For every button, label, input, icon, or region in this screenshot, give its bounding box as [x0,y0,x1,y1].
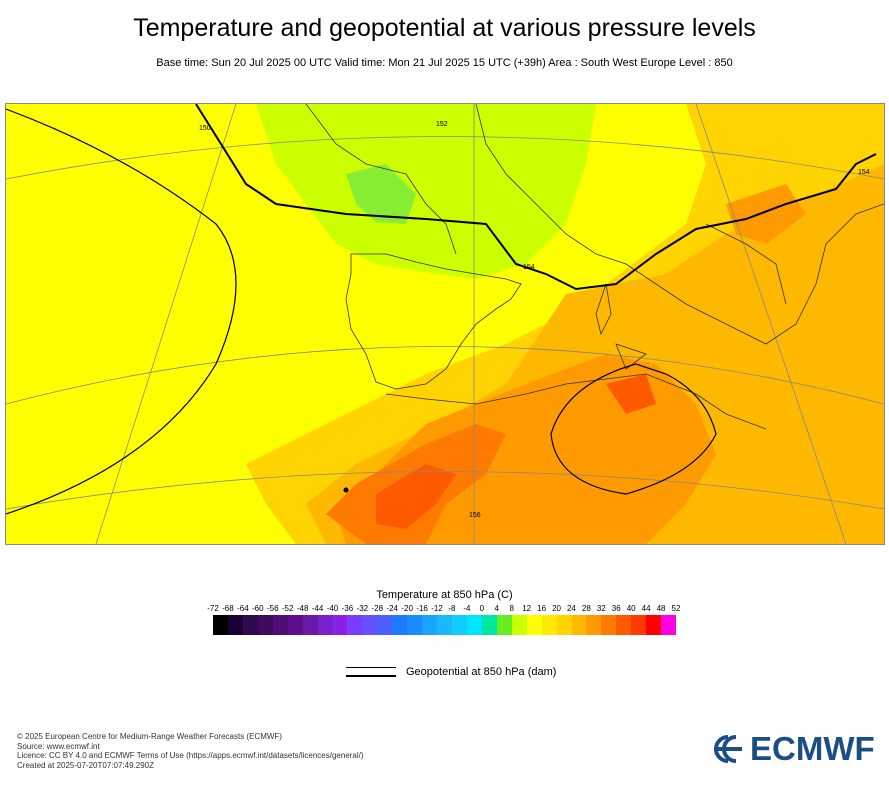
colorbar-swatch [586,615,602,635]
geopotential-line-thick [346,675,396,677]
contour-label-5: 154 [858,169,870,176]
credits: © 2025 European Centre for Medium-Range … [17,732,364,770]
colorbar-swatch [466,615,482,635]
legend-tick-label: -68 [222,604,234,613]
colorbar-swatch [332,615,348,635]
chart-title: Temperature and geopotential at various … [133,14,756,42]
legend-ticks: -72 -68 -64 -60 -56 -52 -48 -44 -40 -36 -32 -28 -24-… [207,604,683,616]
colorbar-swatch [407,615,423,635]
band-28-32b [726,184,806,244]
legend-tick-label: 20 [552,604,561,613]
colorbar-swatch [452,615,467,635]
colorbar-swatch [661,615,677,635]
colorbar-swatch [257,615,273,635]
colorbar-swatch [287,615,303,635]
coastlines [305,104,884,430]
band-36-40 [376,464,456,529]
colorbar-swatch [317,615,333,635]
credits-created: Created at 2025-07-20T07:07:49.290Z [17,760,154,770]
legend-tick-label: -52 [281,604,294,613]
colorbar-swatch [347,615,363,635]
legend-tick-label: -32 [356,604,369,613]
ecmwf-logo-text: ECMWF [750,730,875,767]
ecmwf-logo: ECMWF [706,730,876,768]
geopotential-line-thin [346,667,396,668]
legend-tick-label: 44 [641,604,651,613]
graticule [6,104,884,544]
colorbar-swatch [362,615,378,635]
colorbar-swatch [422,615,438,635]
colorbar-swatch [616,615,632,635]
legend-title: Temperature at 850 hPa (C) [376,589,513,601]
chart-subtitle: Base time: Sun 20 Jul 2025 00 UTC Valid … [156,57,733,69]
legend-tick-label: -4 [463,604,471,613]
contour-label-3: 154 [523,264,535,271]
geopotential-contours [6,104,877,515]
geopotential-label: Geopotential at 850 hPa (dam) [406,666,557,678]
colorbar-swatch [227,615,243,635]
colorbar-swatch [496,615,512,635]
ecmwf-logo-icon [714,735,742,763]
city-marker [343,487,349,493]
legend-tick-label: -24 [386,604,398,613]
legend-tick-label: -16 [416,604,428,613]
temperature-colorbar [213,615,677,635]
legend-tick-label: -40 [326,604,339,613]
contour-label-1: 150 [199,125,211,132]
colorbar-swatch [213,615,228,635]
colorbar-swatch [481,615,497,635]
band-36-40b [606,374,656,414]
colorbar-swatch [631,615,647,635]
colorbar-swatch [272,615,288,635]
legend-tick-label: 28 [581,604,591,613]
credits-licence: Licence: CC BY 4.0 and ECMWF Terms of Us… [17,751,364,760]
legend-tick-label: 48 [656,604,666,613]
colorbar-swatch [526,615,542,635]
colorbar-swatch [242,615,258,635]
band-4-8 [346,164,416,224]
legend-tick-label: 40 [626,604,636,613]
legend-tick-label: 32 [596,604,606,613]
colorbar-swatch [392,615,408,635]
legend-tick-label: -44 [311,604,324,613]
credits-copyright: © 2025 European Centre for Medium-Range … [17,732,282,741]
legend-tick-label: -20 [401,604,413,613]
legend-tick-label: 36 [611,604,621,613]
colorbar-swatch [601,615,617,635]
legend-tick-label: 52 [671,604,681,613]
geopotential-legend: Geopotential at 850 hPa (dam) [346,664,646,684]
legend-tick-label: 24 [566,604,576,613]
legend-tick-label: 12 [522,604,532,613]
legend-tick-label: 4 [494,604,499,613]
colorbar-swatch [571,615,587,635]
colorbar-swatch [437,615,452,635]
legend-tick-label: -56 [266,604,279,613]
colorbar-swatch [556,615,572,635]
legend-tick-label: -28 [371,604,384,613]
forecast-map[interactable]: 150 152 154 156 154 [5,103,885,545]
legend-tick-label: -8 [448,604,456,613]
legend-tick-label: 0 [479,604,485,613]
legend-tick-label: -60 [252,604,264,613]
legend-tick-label: 16 [537,604,547,613]
legend-tick-label: -64 [237,604,249,613]
contour-label-2: 152 [436,121,448,128]
legend-tick-label: -12 [431,604,443,613]
credits-source: Source: www.ecmwf.int [17,741,100,751]
map-canvas: 150 152 154 156 154 [6,104,884,544]
colorbar-swatch [511,615,527,635]
colorbar-swatch [541,615,557,635]
colorbar-swatch [646,615,662,635]
legend-tick-label: -72 [207,604,219,613]
contour-label-4: 156 [469,512,481,519]
colorbar-swatch [302,615,318,635]
legend-tick-label: -36 [341,604,354,613]
legend-tick-label: 8 [509,604,514,613]
colorbar-swatch [377,615,393,635]
legend-tick-label: -48 [296,604,309,613]
